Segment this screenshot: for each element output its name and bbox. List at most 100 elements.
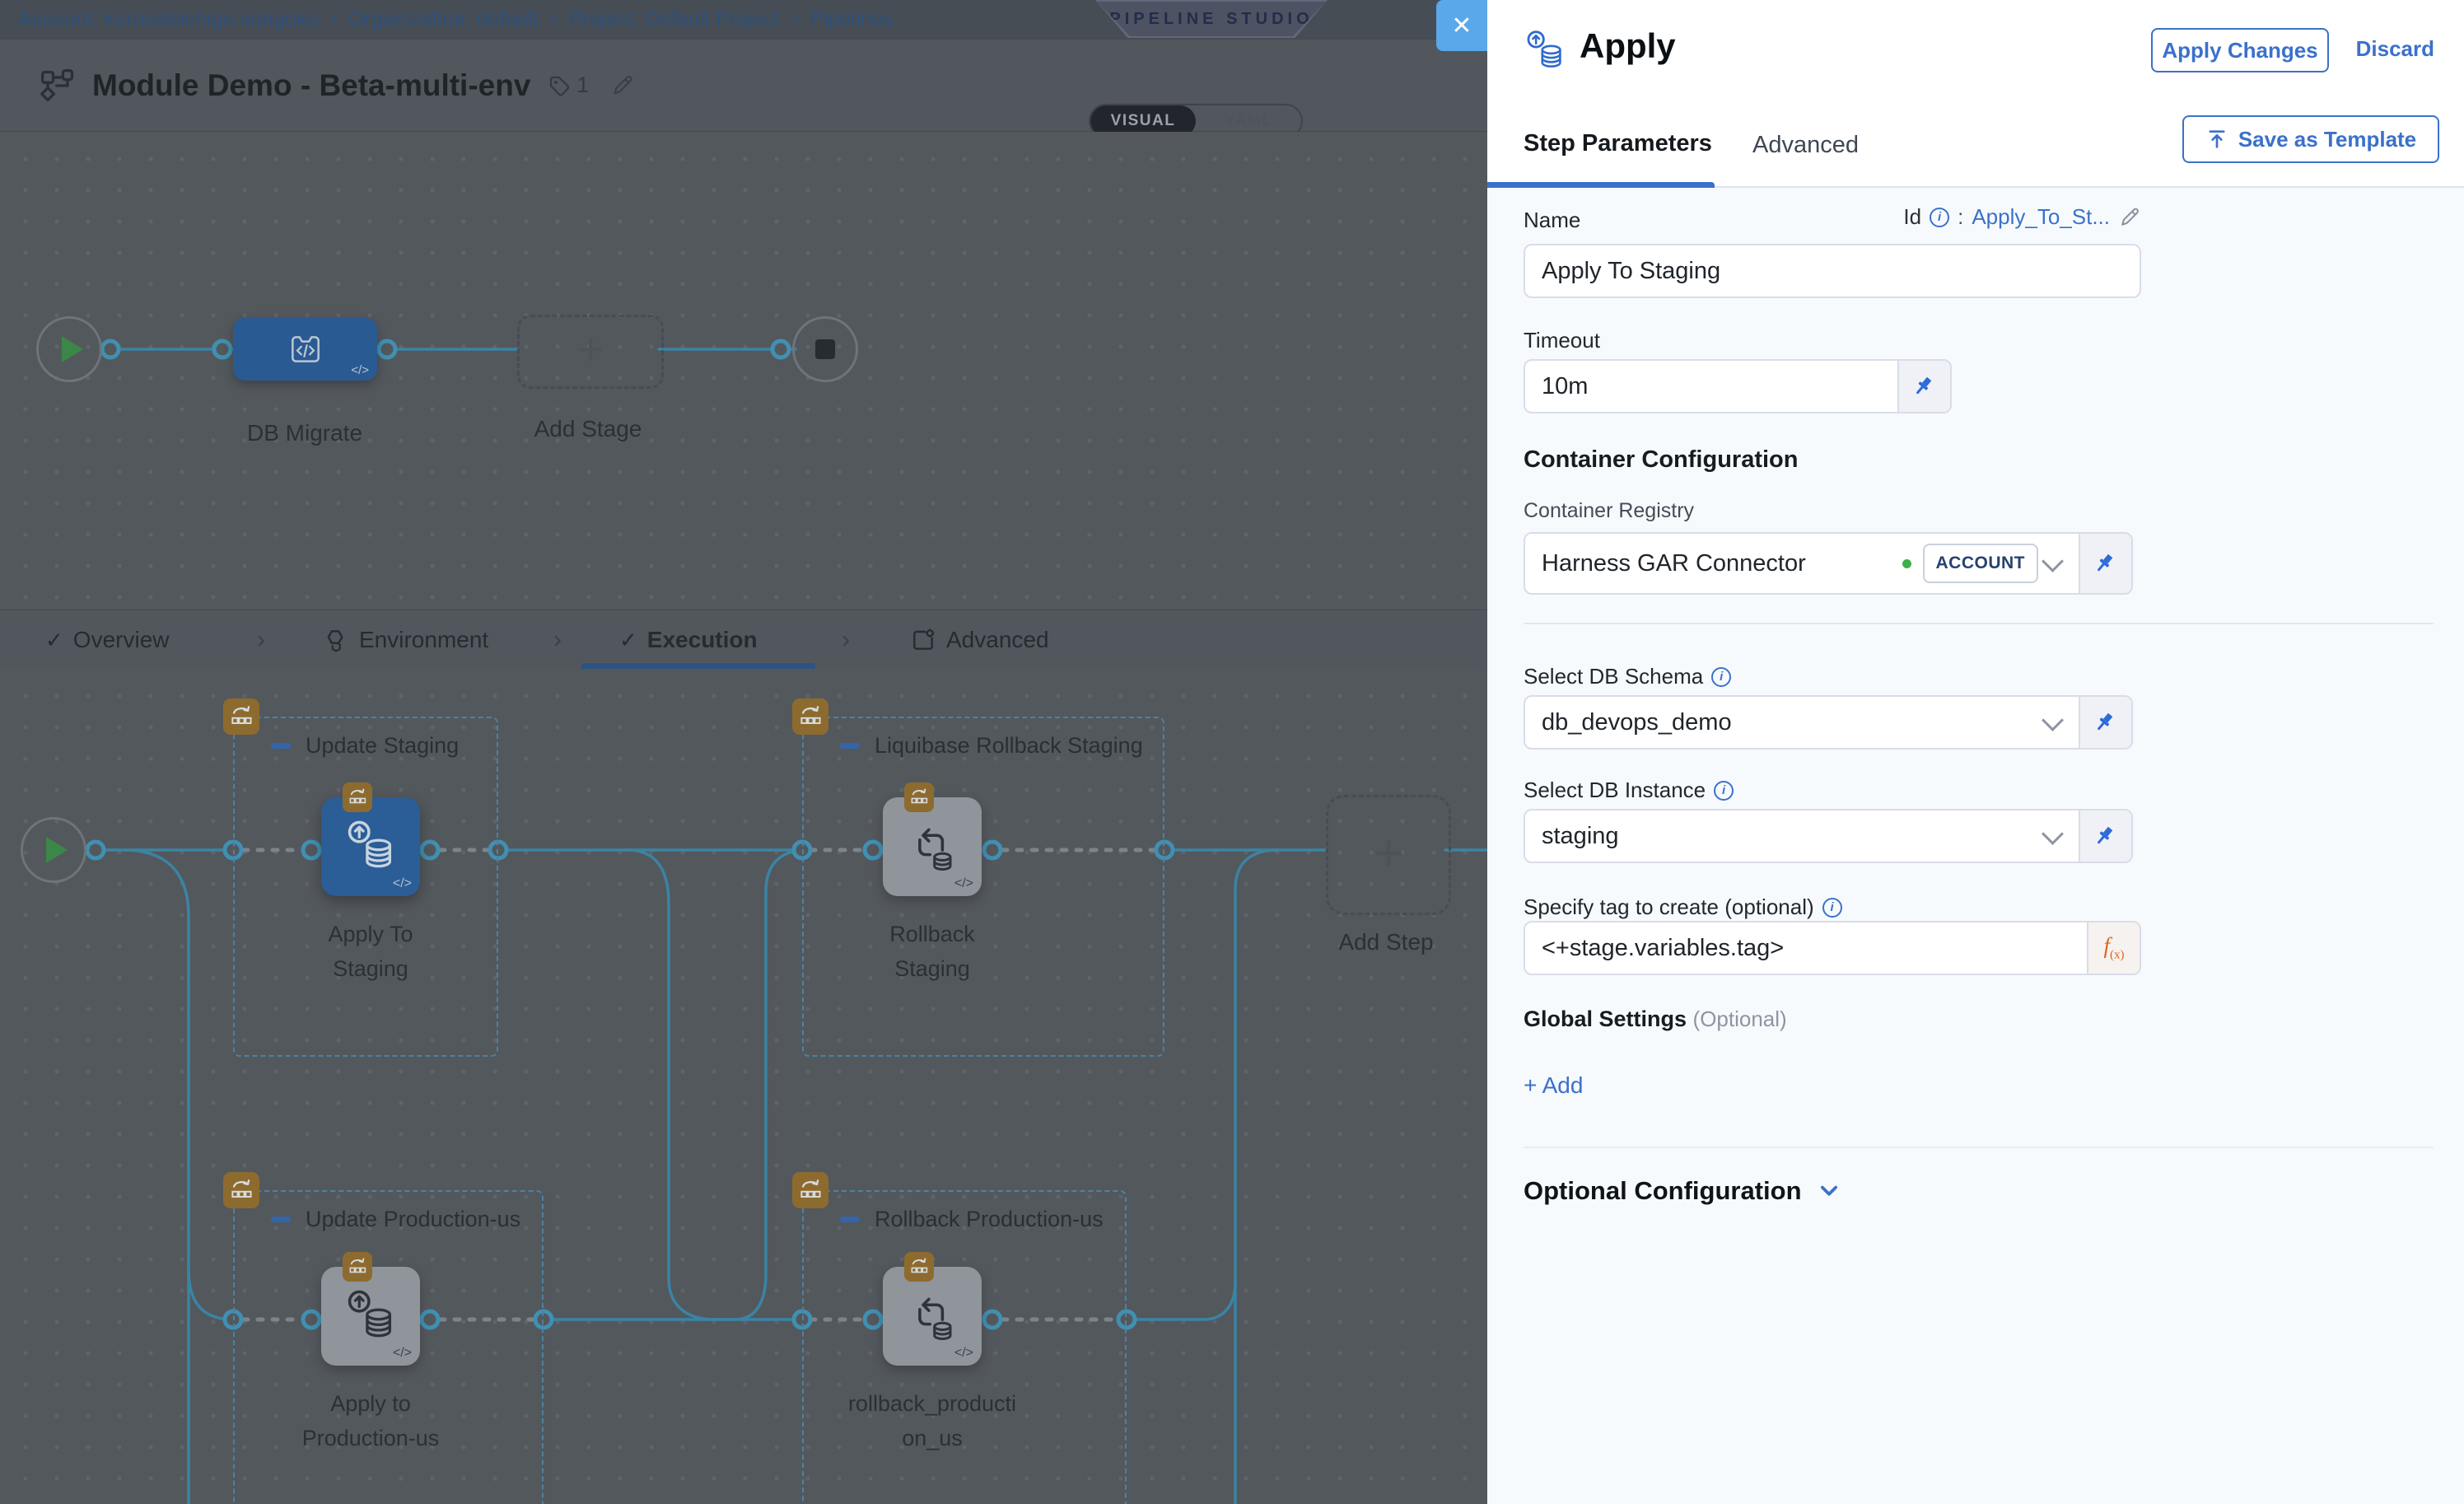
step-label[interactable]: Apply To Staging [328, 922, 413, 981]
breadcrumb-project[interactable]: Project: Default Project [568, 7, 780, 30]
id-label: Id [1903, 204, 1922, 229]
apply-changes-button[interactable]: Apply Changes [2151, 28, 2329, 72]
tab-advanced-stage[interactable]: Advanced [910, 610, 1049, 670]
step-apply-to-staging[interactable]: </> [321, 782, 420, 896]
step-group-icon [223, 698, 259, 735]
stage-db-migrate[interactable]: </> [233, 318, 377, 381]
tab-overview[interactable]: ✓ Overview [45, 610, 170, 670]
container-registry-select[interactable]: Harness GAR Connector ACCOUNT [1525, 534, 2038, 593]
add-stage-label[interactable]: Add Stage [534, 416, 642, 441]
tab-execution[interactable]: ✓ Execution [619, 610, 758, 670]
stage-canvas: </> + DB Migrate Add Stage [0, 132, 1487, 610]
close-drawer-button[interactable]: ✕ [1436, 0, 1487, 51]
info-icon[interactable]: i [1714, 780, 1734, 801]
step-rollback-staging[interactable]: </> [883, 782, 982, 896]
chevron-down-icon[interactable] [2042, 708, 2064, 731]
name-input[interactable] [1525, 245, 2140, 297]
info-icon[interactable]: i [1711, 666, 1732, 687]
step-label[interactable]: rollback_production_us [847, 1391, 1017, 1450]
code-icon: </> [392, 876, 412, 890]
add-step-button[interactable]: + [1326, 795, 1451, 915]
stage-connectors [99, 339, 797, 360]
breadcrumb-separator-icon: › [791, 5, 799, 30]
pipeline-titlebar: Module Demo - Beta-multi-env 1 [0, 40, 1487, 132]
stage-section-tabs: ✓ Overview › Environment › ✓ Execution ›… [0, 610, 1487, 670]
tab-advanced[interactable]: Advanced [1752, 132, 1859, 158]
step-rollback-production-us[interactable]: </> [883, 1252, 982, 1366]
step-group-icon [792, 698, 828, 735]
name-label: Name [1524, 208, 1581, 232]
code-icon: </> [351, 363, 369, 377]
pipeline-tags[interactable]: 1 [547, 72, 589, 98]
discard-button[interactable]: Discard [2355, 36, 2434, 61]
step-id-value[interactable]: Apply_To_St... [1972, 204, 2110, 229]
global-settings-label: Global Settings [1524, 1007, 1687, 1031]
collapse-group-button[interactable] [271, 743, 291, 749]
tab-environment-label: Environment [359, 627, 489, 652]
close-icon: ✕ [1451, 12, 1472, 40]
step-group-title[interactable]: Update Staging [306, 733, 460, 758]
optional-configuration-toggle[interactable]: Optional Configuration [1524, 1176, 1841, 1206]
breadcrumb-account[interactable]: Account: kurosakiichigo.songoku [18, 7, 319, 30]
toggle-yaml[interactable]: YAML [1224, 112, 1273, 129]
collapse-group-button[interactable] [840, 743, 860, 749]
info-icon[interactable]: i [1822, 897, 1842, 918]
step-group-liquibase-rollback-staging: Liquibase Rollback Staging [792, 698, 1164, 1057]
step-group-icon [904, 1252, 934, 1282]
container-registry-label: Container Registry [1524, 499, 1695, 522]
chevron-right-icon: › [842, 626, 850, 653]
execution-canvas: Update Staging </> Apply To Staging Liqu… [0, 669, 1487, 1504]
tag-to-create-field: f(x) [1524, 921, 2141, 975]
breadcrumb-pipelines[interactable]: Pipelines [810, 7, 894, 30]
timeout-input[interactable] [1525, 361, 1897, 412]
tag-input[interactable] [1525, 922, 2087, 974]
db-instance-input-type-button[interactable] [2079, 810, 2131, 862]
stage-label[interactable]: DB Migrate [246, 420, 363, 446]
db-schema-field: db_devops_demo [1524, 695, 2133, 750]
optional-configuration-label: Optional Configuration [1524, 1176, 1802, 1205]
save-as-template-button[interactable]: Save as Template [2182, 115, 2439, 163]
container-configuration-heading: Container Configuration [1524, 446, 1799, 473]
breadcrumb-separator-icon: › [329, 5, 338, 30]
db-instance-select[interactable]: staging [1525, 810, 2038, 862]
step-group-title[interactable]: Update Production-us [306, 1207, 521, 1231]
tab-advanced-stage-label: Advanced [946, 627, 1049, 652]
step-group-title[interactable]: Liquibase Rollback Staging [875, 733, 1143, 758]
breadcrumb-organization[interactable]: Organization: default [348, 7, 539, 30]
timeout-input-type-button[interactable] [1897, 361, 1950, 412]
db-schema-select[interactable]: db_devops_demo [1525, 697, 2038, 748]
edit-pipeline-icon[interactable] [610, 73, 635, 98]
collapse-group-button[interactable] [840, 1217, 860, 1222]
tab-environment[interactable]: Environment [323, 610, 488, 670]
registry-input-type-button[interactable] [2079, 534, 2131, 593]
step-apply-to-production-us[interactable]: </> [321, 1252, 420, 1366]
play-icon [46, 837, 68, 863]
step-label[interactable]: Apply to Production-us [301, 1391, 440, 1450]
pipeline-title: Module Demo - Beta-multi-env [92, 68, 531, 102]
edit-id-icon[interactable] [2118, 206, 2141, 229]
db-schema-input-type-button[interactable] [2079, 697, 2131, 748]
expression-type-button[interactable]: f(x) [2087, 922, 2140, 974]
chevron-right-icon: › [553, 626, 562, 653]
step-group-title[interactable]: Rollback Production-us [875, 1207, 1104, 1231]
toggle-visual[interactable]: VISUAL [1090, 105, 1196, 137]
optional-hint-text: (Optional) [1692, 1007, 1787, 1031]
step-label[interactable]: Rollback Staging [889, 922, 975, 981]
upload-icon [2205, 128, 2228, 151]
code-icon: </> [954, 1346, 973, 1360]
chevron-down-icon[interactable] [2042, 822, 2064, 845]
check-icon: ✓ [45, 627, 63, 652]
fx-icon: f(x) [2103, 933, 2125, 962]
step-group-rollback-production-us: Rollback Production-us [792, 1172, 1127, 1504]
chevron-down-icon[interactable] [2042, 549, 2064, 572]
add-stage-button[interactable]: + [517, 315, 664, 389]
collapse-group-button[interactable] [271, 1217, 291, 1222]
tab-step-parameters[interactable]: Step Parameters [1524, 130, 1712, 156]
container-registry-value: Harness GAR Connector [1542, 549, 1806, 577]
info-icon[interactable]: i [1930, 207, 1950, 227]
visual-yaml-toggle: VISUAL YAML [1089, 104, 1303, 138]
step-group-icon [904, 782, 934, 812]
add-step-label[interactable]: Add Step [1338, 929, 1434, 955]
code-icon: </> [954, 876, 973, 890]
add-global-setting-button[interactable]: + Add [1524, 1072, 1584, 1098]
